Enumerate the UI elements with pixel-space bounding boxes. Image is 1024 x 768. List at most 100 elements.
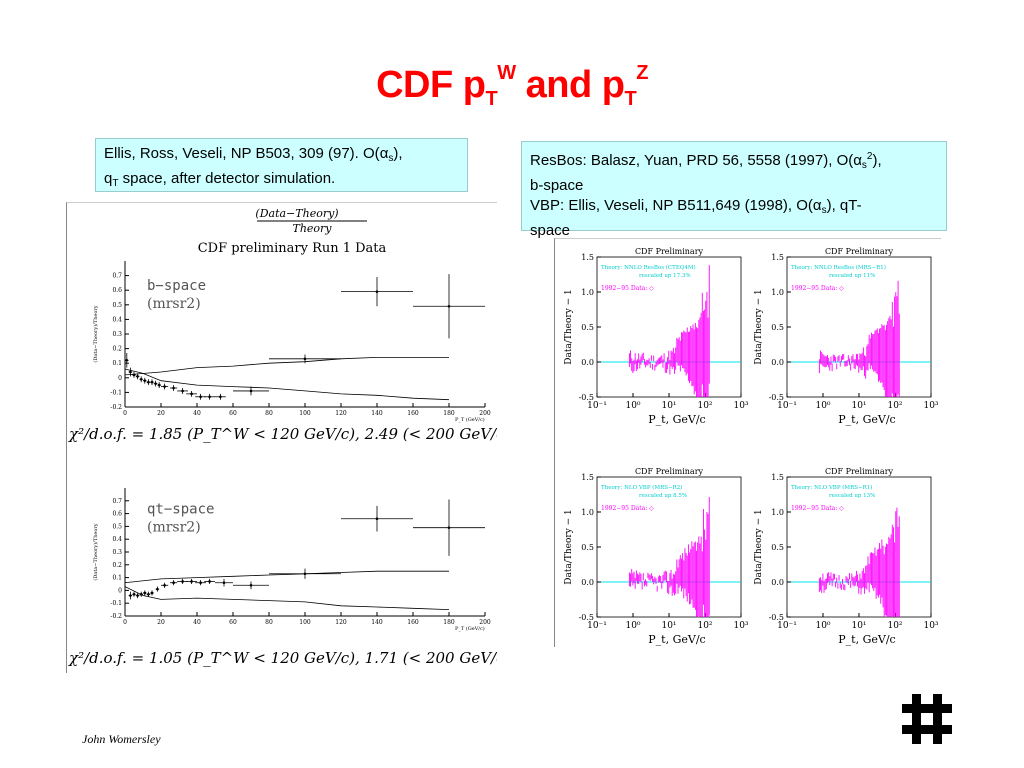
x-tick-label: 10³ bbox=[733, 401, 748, 411]
x-axis-label: P_t, GeV/c bbox=[648, 413, 705, 426]
data-point bbox=[146, 591, 151, 597]
y-tick-label: -0.5 bbox=[579, 393, 594, 402]
y-tick-label: 0 bbox=[118, 587, 122, 594]
x-tick-label: 10⁻¹ bbox=[587, 621, 607, 631]
data-point bbox=[125, 352, 129, 368]
x-tick-label: 0 bbox=[123, 410, 127, 417]
x-tick-label: 10³ bbox=[923, 621, 938, 631]
data-point bbox=[128, 367, 133, 377]
x-tick-label: 40 bbox=[193, 619, 201, 626]
x-tick-label: 200 bbox=[479, 619, 491, 626]
data-point bbox=[204, 578, 215, 584]
panel-title: CDF Preliminary bbox=[635, 247, 704, 256]
y-tick-label: 0.0 bbox=[581, 578, 594, 587]
slide-title: CDF pTW and pTZ bbox=[376, 62, 648, 110]
x-tick-label: 10⁰ bbox=[625, 621, 640, 631]
panel-title: CDF Preliminary bbox=[825, 247, 894, 256]
right-figure: -0.5 0.0 0.5 1.0 1.5 10⁻¹ 10⁰ 10¹ 10² 10³ P_t, GeV… bbox=[564, 247, 939, 646]
legend-line2: rescaled up 17.3% bbox=[639, 273, 691, 279]
legend-line2: rescaled up 13% bbox=[829, 493, 875, 499]
x-tick-label: 10³ bbox=[923, 401, 938, 411]
plot-b-space: -0.2 -0.1 0 0.1 0.2 0.3 0.4 0.5 0.6 0.7 0 20 40 60 80 1… bbox=[92, 261, 491, 423]
y-tick-label: 1.0 bbox=[581, 508, 594, 517]
data-point bbox=[341, 277, 413, 307]
data-point bbox=[195, 580, 206, 586]
x-tick-label: 10⁰ bbox=[815, 621, 830, 631]
y-axis-label: Data/Theory − 1 bbox=[754, 509, 764, 585]
x-tick-label: 10² bbox=[697, 401, 712, 411]
y-tick-label: 0.0 bbox=[771, 358, 784, 367]
y-tick-label: -0.5 bbox=[769, 613, 784, 622]
y-tick-label: 0.0 bbox=[771, 578, 784, 587]
legend-line2: rescaled up 11% bbox=[829, 273, 875, 279]
data-point bbox=[186, 390, 197, 397]
fermilab-logo-icon bbox=[902, 694, 952, 744]
ratio-panel-4: -0.5 0.0 0.5 1.0 1.5 10⁻¹ 10⁰ 10¹ 10² 10³ P_t, GeV… bbox=[754, 467, 939, 646]
x-tick-label: 100 bbox=[299, 410, 311, 417]
y-tick-label: -0.5 bbox=[579, 613, 594, 622]
y-axis-label: Data/Theory − 1 bbox=[754, 289, 764, 365]
x-tick-label: 10² bbox=[887, 621, 902, 631]
x-axis-label: P_t, GeV/c bbox=[838, 413, 895, 426]
data-point bbox=[269, 568, 341, 579]
data-point bbox=[128, 591, 133, 600]
y-axis-label: Data/Theory − 1 bbox=[564, 509, 574, 585]
data-point bbox=[186, 578, 197, 584]
data-points bbox=[818, 280, 900, 397]
y-tick-label: 1.0 bbox=[771, 508, 784, 517]
y-axis-label: Data/Theory − 1 bbox=[564, 289, 574, 365]
x-tick-label: 10⁻¹ bbox=[777, 401, 797, 411]
left-figure: (Data−Theory) Theory CDF preliminary Run… bbox=[68, 207, 510, 667]
reference-box-left: Ellis, Ross, Veseli, NP B503, 309 (97). … bbox=[95, 138, 468, 192]
x-axis-label: P_T (GeV/c) bbox=[455, 625, 485, 632]
x-tick-label: 80 bbox=[265, 619, 273, 626]
data-points bbox=[628, 497, 710, 617]
theory-band-lower bbox=[124, 368, 450, 401]
legend-line2: rescaled up 8.5% bbox=[639, 493, 687, 499]
legend-line3: 1992−95 Data: ◇ bbox=[791, 285, 844, 292]
x-axis-label: P_T (GeV/c) bbox=[455, 416, 485, 423]
y-axis-label: (Data−Theory)/Theory bbox=[92, 305, 99, 362]
data-point bbox=[233, 386, 269, 396]
y-tick-label: 0.0 bbox=[581, 358, 594, 367]
legend-line1: Theory: NLO VBP (MRS−R1) bbox=[791, 484, 872, 491]
y-tick-label: 0.1 bbox=[112, 575, 122, 582]
x-tick-label: 180 bbox=[443, 410, 455, 417]
ratio-panel-3: -0.5 0.0 0.5 1.0 1.5 10⁻¹ 10⁰ 10¹ 10² 10³ P_t, GeV… bbox=[564, 467, 749, 646]
data-point bbox=[413, 499, 485, 556]
data-point bbox=[143, 590, 147, 596]
data-point bbox=[233, 581, 269, 590]
y-tick-label: 1.5 bbox=[771, 253, 784, 262]
figure-header-denominator: Theory bbox=[292, 222, 332, 235]
left-figure-frame: (Data−Theory) Theory CDF preliminary Run… bbox=[66, 202, 510, 673]
data-point bbox=[413, 274, 485, 339]
y-tick-label: 0.5 bbox=[771, 323, 784, 332]
ratio-panel-1: -0.5 0.0 0.5 1.0 1.5 10⁻¹ 10⁰ 10¹ 10² 10³ P_t, GeV… bbox=[564, 247, 749, 426]
data-point bbox=[132, 371, 136, 378]
y-tick-label: 0.4 bbox=[112, 316, 122, 323]
y-tick-label: 1.0 bbox=[771, 288, 784, 297]
data-point bbox=[153, 380, 158, 387]
data-point bbox=[215, 393, 226, 400]
legend-line3: 1992−95 Data: ◇ bbox=[601, 285, 654, 292]
data-point bbox=[139, 591, 143, 597]
plot-qt-space: -0.2 -0.1 0 0.1 0.2 0.3 0.4 0.5 0.6 0.7 0 20 40 60 80 1… bbox=[92, 488, 491, 632]
y-tick-label: -0.1 bbox=[110, 389, 122, 396]
y-tick-label: 0.6 bbox=[112, 287, 122, 294]
legend-line1: Theory: NNLO ResBos (CTEQ4M) bbox=[601, 264, 696, 271]
y-tick-label: 0.2 bbox=[112, 346, 122, 353]
x-tick-label: 10¹ bbox=[851, 621, 866, 631]
y-tick-label: 0.5 bbox=[112, 302, 122, 309]
run-title: CDF preliminary Run 1 Data bbox=[198, 241, 387, 256]
data-point bbox=[155, 586, 160, 592]
y-tick-label: 0 bbox=[118, 375, 122, 382]
data-points bbox=[818, 507, 900, 617]
y-tick-label: 1.5 bbox=[771, 473, 784, 482]
data-point bbox=[146, 379, 151, 386]
data-point bbox=[139, 376, 143, 383]
legend-line1: Theory: NNLO ResBos (MRS−R1) bbox=[791, 264, 886, 271]
x-axis-label: P_t, GeV/c bbox=[648, 633, 705, 646]
y-tick-label: 0.5 bbox=[581, 323, 594, 332]
y-tick-label: 0.4 bbox=[112, 536, 122, 543]
y-tick-label: 0.5 bbox=[112, 523, 122, 530]
